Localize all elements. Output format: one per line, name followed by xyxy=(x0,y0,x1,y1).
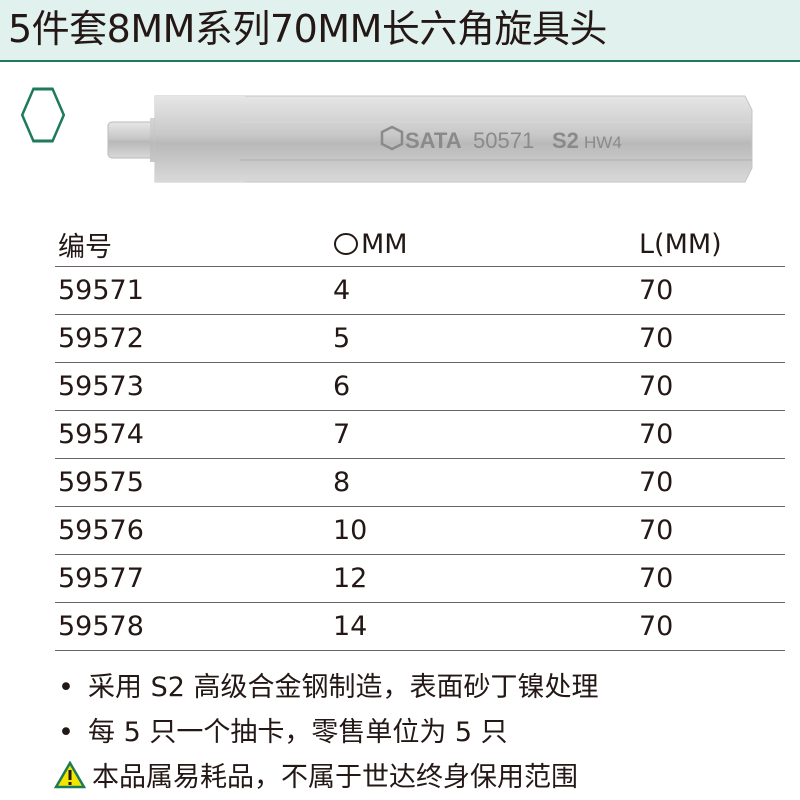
cell-length: 70 xyxy=(636,458,785,507)
note-item: • 采用 S2 高级合金钢制造，表面砂丁镍处理 xyxy=(58,665,598,710)
circle-outline-icon xyxy=(334,232,358,255)
cell-part-number: 59575 xyxy=(55,458,330,507)
cell-diameter: 6 xyxy=(330,362,636,411)
cell-length: 70 xyxy=(636,314,785,363)
header-diameter: MM xyxy=(330,222,636,267)
cell-part-number: 59577 xyxy=(55,554,330,603)
cell-diameter: 8 xyxy=(330,458,636,507)
hexagon-outline-icon xyxy=(20,87,66,143)
cell-diameter: 10 xyxy=(330,506,636,555)
bullet: • xyxy=(58,672,74,703)
table-row: 59573 6 70 xyxy=(55,362,785,411)
spec-table: 编号 MM L(MM) 59571 4 70 59572 5 70 59573 6 70 5957… xyxy=(55,222,785,651)
table-row: 59571 4 70 xyxy=(55,266,785,315)
cell-diameter: 14 xyxy=(330,602,636,651)
engraving-size: HW4 xyxy=(584,133,622,152)
engraving-code: 50571 xyxy=(473,128,534,153)
warning-triangle-icon xyxy=(54,761,86,789)
header-diameter-label: MM xyxy=(361,228,408,260)
warning-text: 本品属易耗品，不属于世达终身保用范围 xyxy=(92,762,578,793)
notes: • 采用 S2 高级合金钢制造，表面砂丁镍处理 • 每 5 只一个抽卡，零售单位为 … xyxy=(54,665,598,800)
table-row: 59576 10 70 xyxy=(55,506,785,555)
table-header-row: 编号 MM L(MM) xyxy=(55,222,785,267)
engraving-brand: SATA xyxy=(405,128,462,153)
title-bar: 5件套8MM系列70MM长六角旋具头 xyxy=(0,0,800,62)
cell-diameter: 12 xyxy=(330,554,636,603)
cell-part-number: 59573 xyxy=(55,362,330,411)
cell-length: 70 xyxy=(636,362,785,411)
cell-length: 70 xyxy=(636,266,785,315)
note-item: • 每 5 只一个抽卡，零售单位为 5 只 xyxy=(58,710,598,755)
page-title: 5件套8MM系列70MM长六角旋具头 xyxy=(8,7,607,51)
cell-part-number: 59572 xyxy=(55,314,330,363)
table-row: 59572 5 70 xyxy=(55,314,785,363)
cell-length: 70 xyxy=(636,554,785,603)
table-row: 59574 7 70 xyxy=(55,410,785,459)
table-row: 59575 8 70 xyxy=(55,458,785,507)
cell-part-number: 59574 xyxy=(55,410,330,459)
hex-bit-image: SATA 50571 S2 HW4 xyxy=(107,95,753,183)
cell-diameter: 7 xyxy=(330,410,636,459)
cell-diameter: 4 xyxy=(330,266,636,315)
cell-length: 70 xyxy=(636,410,785,459)
cell-length: 70 xyxy=(636,602,785,651)
bullet: • xyxy=(58,717,74,748)
cell-part-number: 59571 xyxy=(55,266,330,315)
header-length: L(MM) xyxy=(636,222,785,267)
table-row: 59577 12 70 xyxy=(55,554,785,603)
note-text: 采用 S2 高级合金钢制造，表面砂丁镍处理 xyxy=(88,672,599,703)
cell-part-number: 59576 xyxy=(55,506,330,555)
cell-diameter: 5 xyxy=(330,314,636,363)
header-part-number: 编号 xyxy=(55,222,330,267)
table-row: 59578 14 70 xyxy=(55,602,785,651)
cell-length: 70 xyxy=(636,506,785,555)
cell-part-number: 59578 xyxy=(55,602,330,651)
engraving-material: S2 xyxy=(552,128,579,153)
warning-note: 本品属易耗品，不属于世达终身保用范围 xyxy=(54,755,598,800)
note-text: 每 5 只一个抽卡，零售单位为 5 只 xyxy=(88,717,508,748)
